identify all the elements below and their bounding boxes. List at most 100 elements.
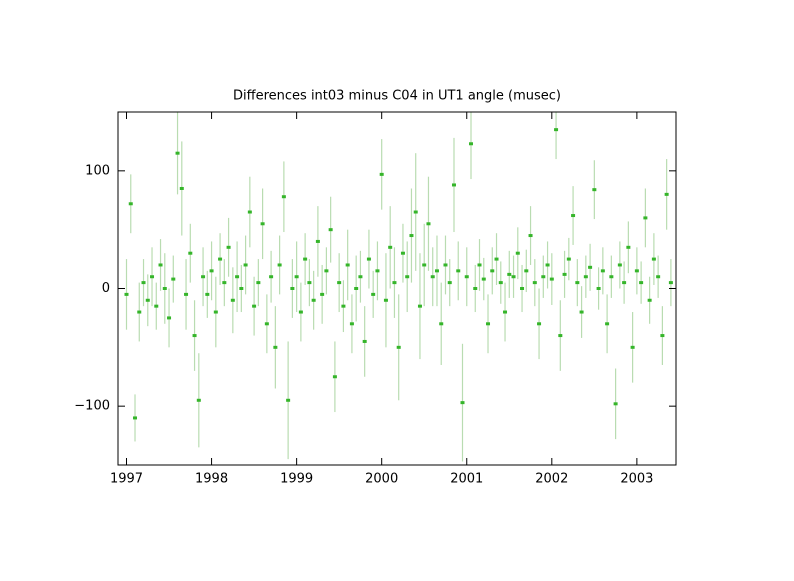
point (630, 345, 635, 349)
point (235, 275, 240, 279)
point (668, 281, 673, 285)
point (537, 322, 542, 326)
point (634, 269, 639, 273)
point (226, 245, 231, 249)
point (133, 416, 138, 420)
y-tick-label: 100 (85, 163, 110, 178)
point (371, 292, 376, 296)
point (545, 263, 550, 267)
point (337, 281, 342, 285)
x-tick-label: 1998 (195, 472, 228, 487)
y-tick-label: 0 (102, 281, 110, 296)
point (643, 216, 648, 220)
plot-area (124, 112, 673, 462)
point (362, 339, 367, 343)
point (332, 375, 337, 379)
point (613, 402, 618, 406)
point (218, 257, 223, 261)
point (515, 251, 520, 255)
point (596, 287, 601, 290)
point (575, 281, 580, 285)
point (605, 322, 610, 326)
point (184, 292, 189, 296)
point (349, 322, 354, 326)
point (656, 275, 661, 279)
x-tick-label: 2001 (450, 472, 483, 487)
point (315, 239, 320, 243)
point (566, 257, 571, 261)
point (388, 245, 393, 249)
point (252, 304, 257, 308)
point (524, 269, 529, 273)
point (396, 345, 401, 349)
point (451, 183, 456, 187)
point (324, 269, 329, 273)
point (175, 151, 180, 155)
point (469, 142, 474, 146)
point (298, 310, 303, 314)
point (651, 257, 656, 261)
point (366, 257, 371, 261)
point (660, 334, 665, 338)
point (247, 210, 252, 214)
point (541, 275, 546, 279)
point (571, 214, 576, 218)
point (579, 310, 584, 314)
point (507, 272, 512, 276)
point (290, 287, 295, 290)
point (294, 275, 299, 279)
point (528, 234, 533, 238)
point (617, 263, 622, 267)
x-tick-label: 2000 (365, 472, 398, 487)
point (243, 263, 248, 267)
point (498, 281, 503, 285)
point (379, 172, 384, 176)
point (430, 275, 435, 279)
point (141, 281, 146, 285)
y-tick-label: −100 (74, 399, 110, 414)
frame (117, 111, 677, 466)
point (188, 251, 193, 255)
point (426, 222, 431, 226)
point (532, 281, 537, 285)
point (549, 277, 554, 281)
point (456, 269, 461, 273)
point (622, 281, 627, 285)
point (609, 275, 614, 279)
point (520, 287, 525, 290)
point (647, 298, 652, 302)
point (230, 298, 235, 302)
point (626, 245, 631, 249)
point (592, 188, 597, 192)
point (281, 195, 286, 199)
point (171, 277, 176, 281)
point (354, 287, 359, 290)
point (303, 257, 308, 261)
x-tick-label: 2003 (620, 472, 653, 487)
point (341, 304, 346, 308)
point (486, 322, 491, 326)
point (128, 202, 133, 206)
point (439, 322, 444, 326)
point (209, 269, 214, 273)
point (392, 281, 397, 285)
point (205, 292, 210, 296)
point (320, 292, 325, 296)
point (239, 287, 244, 290)
chart-title: Differences int03 minus C04 in UT1 angle… (233, 89, 561, 104)
point (269, 275, 274, 279)
x-tick-label: 1997 (110, 472, 143, 487)
point (409, 234, 414, 238)
point (422, 263, 427, 267)
point (154, 304, 159, 308)
point (639, 281, 644, 285)
point (447, 281, 452, 285)
point (264, 322, 269, 326)
point (503, 310, 508, 314)
point (383, 298, 388, 302)
point (145, 298, 150, 302)
point (473, 287, 478, 290)
point (307, 281, 312, 285)
point (375, 269, 380, 273)
point (158, 263, 163, 267)
